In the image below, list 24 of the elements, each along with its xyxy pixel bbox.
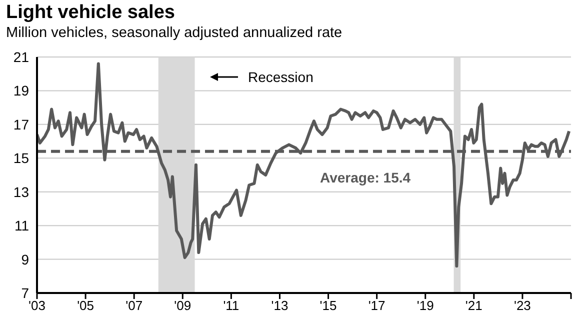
x-tick-label: '19	[416, 298, 434, 314]
x-tick-label: '17	[368, 298, 386, 314]
x-tick-label: '03	[28, 298, 46, 314]
y-tick-label: 17	[13, 116, 30, 132]
x-tick-label: '23	[514, 298, 531, 314]
x-tick-label: '07	[126, 298, 143, 314]
annotation: Recession	[248, 69, 314, 85]
chart-subtitle: Million vehicles, seasonally adjusted annualized rate	[6, 25, 342, 41]
line-series	[37, 62, 571, 268]
x-tick-label: '15	[320, 298, 337, 314]
x-tick-label: '09	[174, 298, 192, 314]
y-tick-label: 9	[21, 251, 30, 268]
x-tick-label: '13	[271, 298, 288, 314]
chart-title: Light vehicle sales	[6, 2, 175, 24]
y-tick-label: 7	[21, 284, 30, 301]
x-tick-label: '21	[465, 298, 482, 314]
x-tick-label: '05	[77, 298, 94, 314]
y-tick-label: 15	[13, 150, 30, 166]
y-tick-label: 19	[13, 82, 30, 99]
y-tick-label: 13	[13, 184, 30, 200]
ref-line-label: Average: 15.4	[320, 169, 411, 186]
y-tick-label: 21	[13, 48, 30, 65]
y-tick-label: 11	[14, 218, 30, 234]
x-tick-label: '11	[223, 298, 240, 314]
